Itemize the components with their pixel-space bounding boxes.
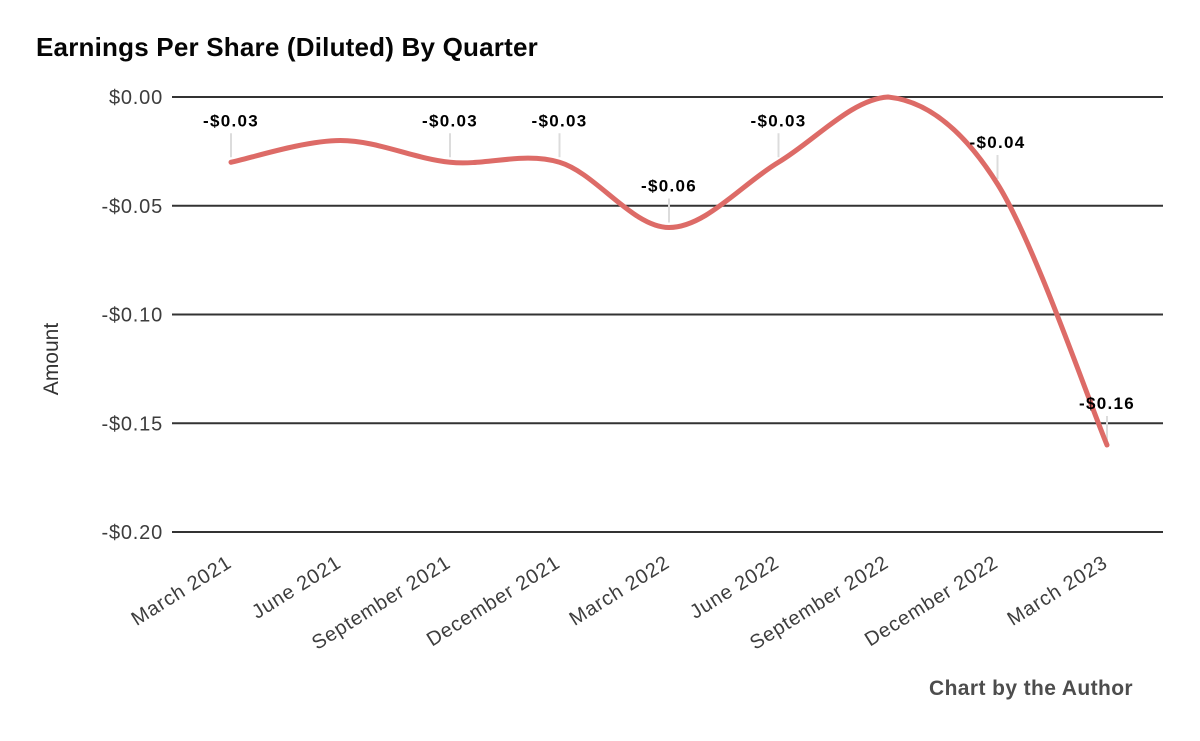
x-tick-label: March 2021 [128, 552, 236, 631]
y-tick-label: -$0.10 [101, 305, 163, 327]
data-point-label: -$0.06 [641, 177, 697, 196]
data-point-label: -$0.04 [969, 133, 1025, 152]
data-point-label: -$0.03 [750, 111, 806, 130]
x-tick-label: March 2022 [566, 552, 674, 631]
data-point-label: -$0.03 [531, 111, 587, 130]
x-tick-label: June 2022 [686, 552, 783, 624]
chart-title: Earnings Per Share (Diluted) By Quarter [36, 32, 538, 62]
data-point-label: -$0.03 [422, 111, 478, 130]
x-tick-label: June 2021 [248, 552, 345, 624]
y-tick-label: -$0.20 [101, 522, 163, 544]
y-tick-label: -$0.15 [101, 413, 163, 435]
series-line [228, 94, 1110, 448]
y-tick-label: $0.00 [109, 87, 163, 109]
data-point-label: -$0.03 [203, 111, 259, 130]
attribution-text: Chart by the Author [929, 677, 1133, 700]
y-tick-label: -$0.05 [101, 196, 163, 218]
x-tick-label: March 2023 [1004, 552, 1112, 631]
data-point-label: -$0.16 [1079, 394, 1135, 413]
